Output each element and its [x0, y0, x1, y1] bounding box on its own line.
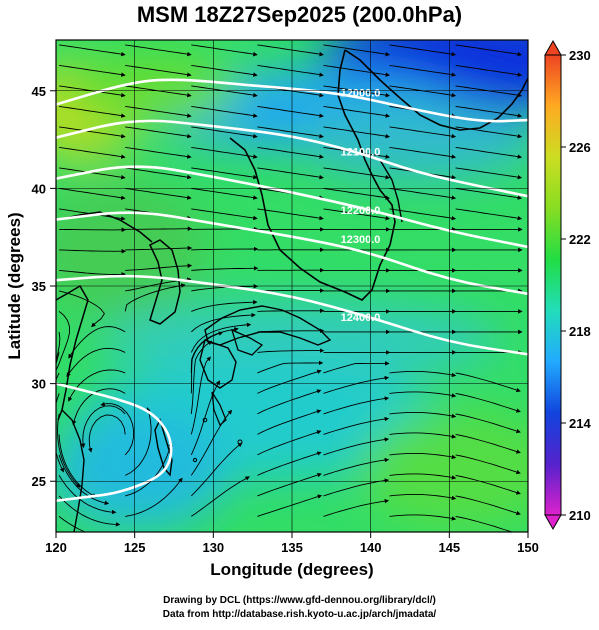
contour-label: 12200.0 — [341, 205, 381, 217]
colorbar-tick-label: 222 — [569, 232, 591, 247]
x-axis-label: Longitude (degrees) — [210, 560, 373, 579]
y-tick-label: 45 — [32, 84, 46, 99]
y-axis-label: Latitude (degrees) — [5, 212, 24, 359]
x-tick-label: 125 — [124, 540, 146, 555]
y-tick-label: 35 — [32, 279, 46, 294]
x-tick-label: 130 — [202, 540, 224, 555]
contour-label: 12000.0 — [341, 88, 381, 100]
contour-label: 12400.0 — [341, 312, 381, 324]
x-tick-label: 145 — [438, 540, 460, 555]
y-axis-ticks: 25 30 35 40 45 — [32, 84, 56, 489]
colorbar-tick-label: 230 — [569, 48, 591, 63]
colorbar-top-triangle — [545, 41, 561, 55]
credit-data: Data from http://database.rish.kyoto-u.a… — [0, 609, 599, 620]
colorbar-bottom-triangle — [545, 515, 561, 529]
x-tick-label: 140 — [360, 540, 382, 555]
contour-label: 12300.0 — [341, 234, 381, 246]
y-tick-label: 25 — [32, 474, 46, 489]
x-axis-ticks: 120 125 130 135 140 145 150 — [45, 532, 539, 555]
colorbar-tick-label: 214 — [569, 416, 591, 431]
contour-label: 12100.0 — [341, 146, 381, 158]
x-tick-label: 150 — [517, 540, 539, 555]
colorbar-tick-label: 226 — [569, 140, 591, 155]
streamline — [59, 229, 125, 230]
credit-drawing: Drawing by DCL (https://www.gfd-dennou.o… — [0, 595, 599, 606]
colorbar-gradient — [545, 55, 561, 515]
colorbar-tick-label: 218 — [569, 324, 591, 339]
x-tick-label: 135 — [281, 540, 303, 555]
plot-area: 12000.0 12100.0 12200.0 12300.0 12400.0 — [20, 5, 599, 540]
y-tick-label: 40 — [32, 181, 46, 196]
x-tick-label: 120 — [45, 540, 67, 555]
colorbar-tick-label: 210 — [569, 508, 591, 523]
colorbar: 210 214 218 222 226 230 — [545, 41, 591, 529]
y-tick-label: 30 — [32, 377, 46, 392]
